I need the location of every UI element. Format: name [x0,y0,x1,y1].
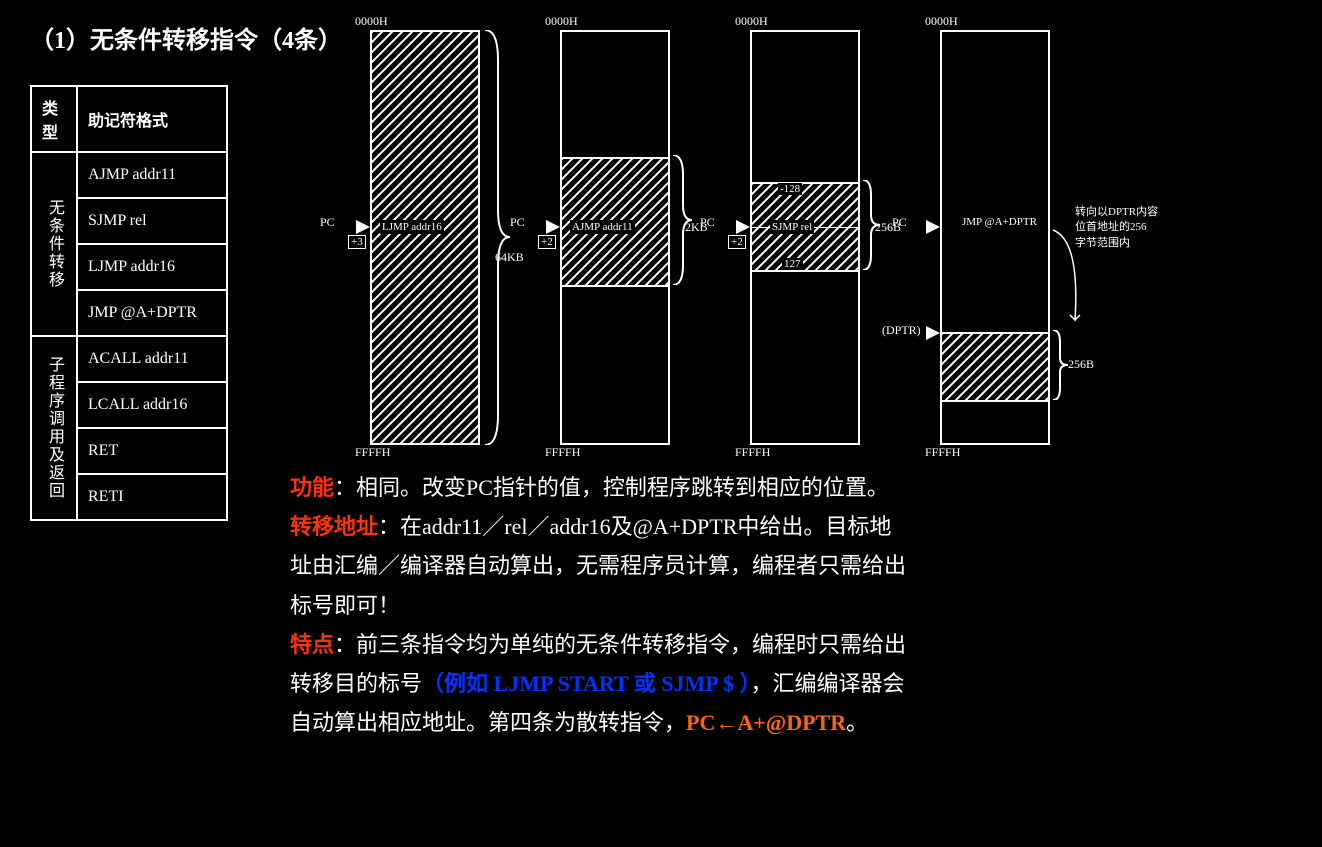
table-row: 无条件转移 AJMP addr11 [31,152,227,198]
group2-name: 子程序调用及返回 [31,336,77,520]
bot-addr: FFFFH [545,445,580,460]
kw-function: 功能 [290,475,334,500]
line2: 转移地址：在addr11／rel／addr16及@A+DPTR中给出。目标地 [290,509,1300,544]
top-addr: 0000H [355,14,388,29]
table-row: 子程序调用及返回 ACALL addr11 [31,336,227,382]
brace-icon [860,180,888,270]
pos-label: 127 [782,258,803,270]
top-addr: 0000H [735,14,768,29]
body-text: 功能：相同。改变PC指针的值，控制程序跳转到相应的位置。 转移地址：在addr1… [290,470,1300,744]
mem-sjmp [750,30,860,445]
bot-addr: FFFFH [735,445,770,460]
mnem: RET [77,428,227,474]
brace-icon [1050,330,1078,400]
col-format: 助记符格式 [77,86,227,152]
neg-label: -128 [778,183,802,195]
pc-label: PC [892,215,907,230]
bot-addr: FFFFH [925,445,960,460]
line4: 标号即可！ [290,588,1300,623]
mnem: JMP @A+DPTR [77,290,227,336]
bot-addr: FFFFH [355,445,390,460]
page-title: （1）无条件转移指令（4条） [30,20,342,55]
instruction-table: 类型 助记符格式 无条件转移 AJMP addr11 SJMP rel LJMP… [30,85,228,521]
t: 转移目的标号 [290,671,422,696]
kw-feature: 特点 [290,632,334,657]
dptr-label: (DPTR) [882,323,921,338]
t: ：前三条指令均为单纯的无条件转移指令，编程时只需给出 [334,632,906,657]
pc-byte: +3 [348,235,366,249]
brace-icon [670,155,700,285]
t: 。 [846,710,868,735]
pc-label: PC [510,215,525,230]
mem-ljmp [370,30,480,445]
line5: 特点：前三条指令均为单纯的无条件转移指令，编程时只需给出 [290,627,1300,662]
arrow-icon [546,220,562,234]
inst-label: JMP @A+DPTR [960,215,1039,230]
mem-ajmp [560,30,670,445]
line7: 自动算出相应地址。第四条为散转指令，PC←A+@DPTR。 [290,705,1300,740]
line1: 功能：相同。改变PC指针的值，控制程序跳转到相应的位置。 [290,470,1300,505]
arrow-icon [926,220,942,234]
example: （例如 LJMP START 或 SJMP $ ） [422,671,750,696]
line6: 转移目的标号（例如 LJMP START 或 SJMP $ ），汇编编译器会 [290,666,1300,701]
t: ：相同。改变PC指针的值，控制程序跳转到相应的位置。 [334,475,889,500]
mnem: LCALL addr16 [77,382,227,428]
pc-byte: +2 [538,235,556,249]
top-addr: 0000H [545,14,578,29]
brace-icon [480,30,520,445]
top-addr: 0000H [925,14,958,29]
table-header-row: 类型 助记符格式 [31,86,227,152]
t: ：在addr11／rel／addr16及@A+DPTR中给出。目标地 [378,514,891,539]
t: 自动算出相应地址。第四条为散转指令， [290,710,686,735]
pc-label: PC [320,215,335,230]
t: ，汇编编译器会 [750,671,904,696]
mnem: RETI [77,474,227,520]
arrow-icon [926,326,942,340]
pc-label: PC [700,215,715,230]
col-type: 类型 [31,86,77,152]
inst-label: SJMP rel [770,220,814,234]
inst-text: JMP @A+DPTR [962,216,1037,228]
arrow-icon [356,220,372,234]
memory-diagrams: 0000H FFFFH PC +3 LJMP addr16 64KB 0000H… [300,20,1300,460]
pc-byte: +2 [728,235,746,249]
curve-arrow-icon [1050,180,1090,340]
group1-name: 无条件转移 [31,152,77,336]
hatch [942,332,1048,402]
mnem: ACALL addr11 [77,336,227,382]
inst-label: AJMP addr11 [570,220,635,234]
kw-addr: 转移地址 [290,514,378,539]
mnem: AJMP addr11 [77,152,227,198]
mem-jmp-dptr [940,30,1050,445]
mnem: SJMP rel [77,198,227,244]
mnem: LJMP addr16 [77,244,227,290]
formula: PC←A+@DPTR [686,710,846,735]
arrow-icon [736,220,752,234]
line3: 址由汇编／编译器自动算出，无需程序员计算，编程者只需给出 [290,548,1300,583]
hatch-full [372,32,478,443]
inst-label: LJMP addr16 [380,220,444,234]
